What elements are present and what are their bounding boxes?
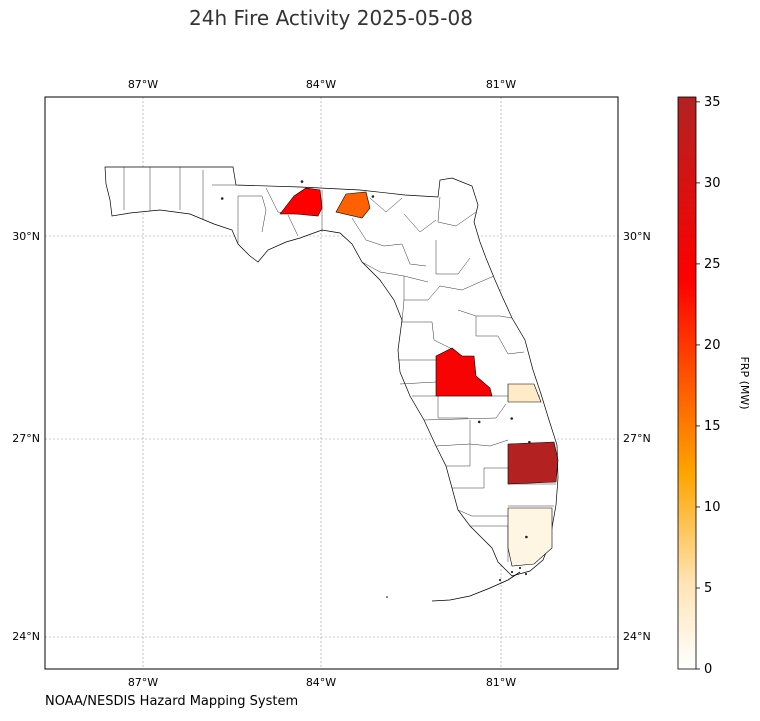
lon-tick-top: 87°W bbox=[128, 78, 158, 91]
colorbar-label: FRP (MW) bbox=[738, 356, 751, 409]
county-line bbox=[457, 309, 513, 319]
county-line bbox=[401, 299, 455, 351]
island bbox=[386, 596, 388, 598]
county-line bbox=[403, 213, 437, 233]
fire-point bbox=[477, 420, 481, 424]
county-line bbox=[361, 261, 429, 283]
county-line bbox=[238, 195, 267, 233]
colorbar-ticks: 0 5 10 15 20 25 30 35 bbox=[696, 95, 721, 677]
county-line bbox=[403, 276, 441, 301]
county-line bbox=[437, 396, 468, 419]
lat-tick-left: 24°N bbox=[12, 630, 40, 643]
fire-point bbox=[300, 180, 304, 183]
chart-title: 24h Fire Activity 2025-05-08 bbox=[189, 6, 473, 30]
source-credit: NOAA/NESDIS Hazard Mapping System bbox=[45, 694, 299, 709]
county-line bbox=[383, 243, 427, 267]
fire-counties bbox=[279, 187, 559, 567]
fire-point bbox=[220, 197, 224, 200]
map-border bbox=[44, 96, 619, 670]
county-line bbox=[469, 439, 509, 447]
county-line bbox=[423, 403, 507, 421]
colorbar-tick-label: 10 bbox=[704, 500, 721, 515]
colorbar-tick-label: 30 bbox=[704, 176, 721, 191]
county-fire-region bbox=[335, 191, 371, 219]
county-fire-region bbox=[507, 383, 542, 403]
island bbox=[499, 579, 501, 581]
county-boundaries bbox=[123, 167, 556, 562]
lon-tick-bottom: 84°W bbox=[306, 676, 336, 689]
lat-tick-right: 27°N bbox=[623, 432, 651, 445]
county-line bbox=[457, 509, 508, 517]
county-fire-region bbox=[435, 347, 493, 397]
lon-tick-bottom: 81°W bbox=[486, 676, 516, 689]
colorbar-tick-label: 15 bbox=[704, 419, 721, 434]
colorbar-tick-label: 25 bbox=[704, 257, 721, 272]
county-fire-region bbox=[507, 507, 553, 567]
island bbox=[525, 573, 527, 575]
island bbox=[511, 571, 513, 573]
florida-keys bbox=[386, 567, 527, 602]
colorbar-tick-label: 20 bbox=[704, 338, 721, 353]
fire-points bbox=[220, 180, 531, 539]
colorbar bbox=[677, 96, 697, 670]
county-line bbox=[369, 197, 403, 213]
county-fire-region bbox=[507, 441, 559, 485]
lat-tick-left: 27°N bbox=[12, 432, 40, 445]
county-line bbox=[287, 214, 299, 237]
fire-point bbox=[528, 440, 531, 444]
lon-tick-bottom: 87°W bbox=[128, 676, 158, 689]
lon-tick-top: 81°W bbox=[486, 78, 516, 91]
fire-point bbox=[510, 417, 513, 420]
lat-tick-right: 30°N bbox=[623, 230, 651, 243]
lon-tick-top: 84°W bbox=[306, 78, 336, 91]
county-line bbox=[446, 444, 471, 467]
fire-point bbox=[371, 195, 375, 198]
county-line bbox=[435, 240, 471, 275]
keys-chain bbox=[431, 571, 521, 602]
county-line bbox=[439, 275, 495, 291]
county-fire-region bbox=[279, 187, 323, 217]
island bbox=[519, 567, 521, 569]
colorbar-tick-label: 5 bbox=[704, 581, 712, 596]
florida-state-outline bbox=[104, 166, 559, 577]
county-line bbox=[399, 381, 437, 385]
county-line bbox=[452, 467, 508, 489]
county-line bbox=[437, 196, 477, 227]
county-line bbox=[351, 217, 385, 247]
county-line bbox=[475, 316, 525, 355]
lat-tick-right: 24°N bbox=[623, 630, 651, 643]
lat-tick-left: 30°N bbox=[12, 230, 40, 243]
colorbar-tick-label: 35 bbox=[704, 95, 721, 110]
fire-point bbox=[525, 535, 528, 539]
colorbar-tick-label: 0 bbox=[704, 662, 712, 677]
